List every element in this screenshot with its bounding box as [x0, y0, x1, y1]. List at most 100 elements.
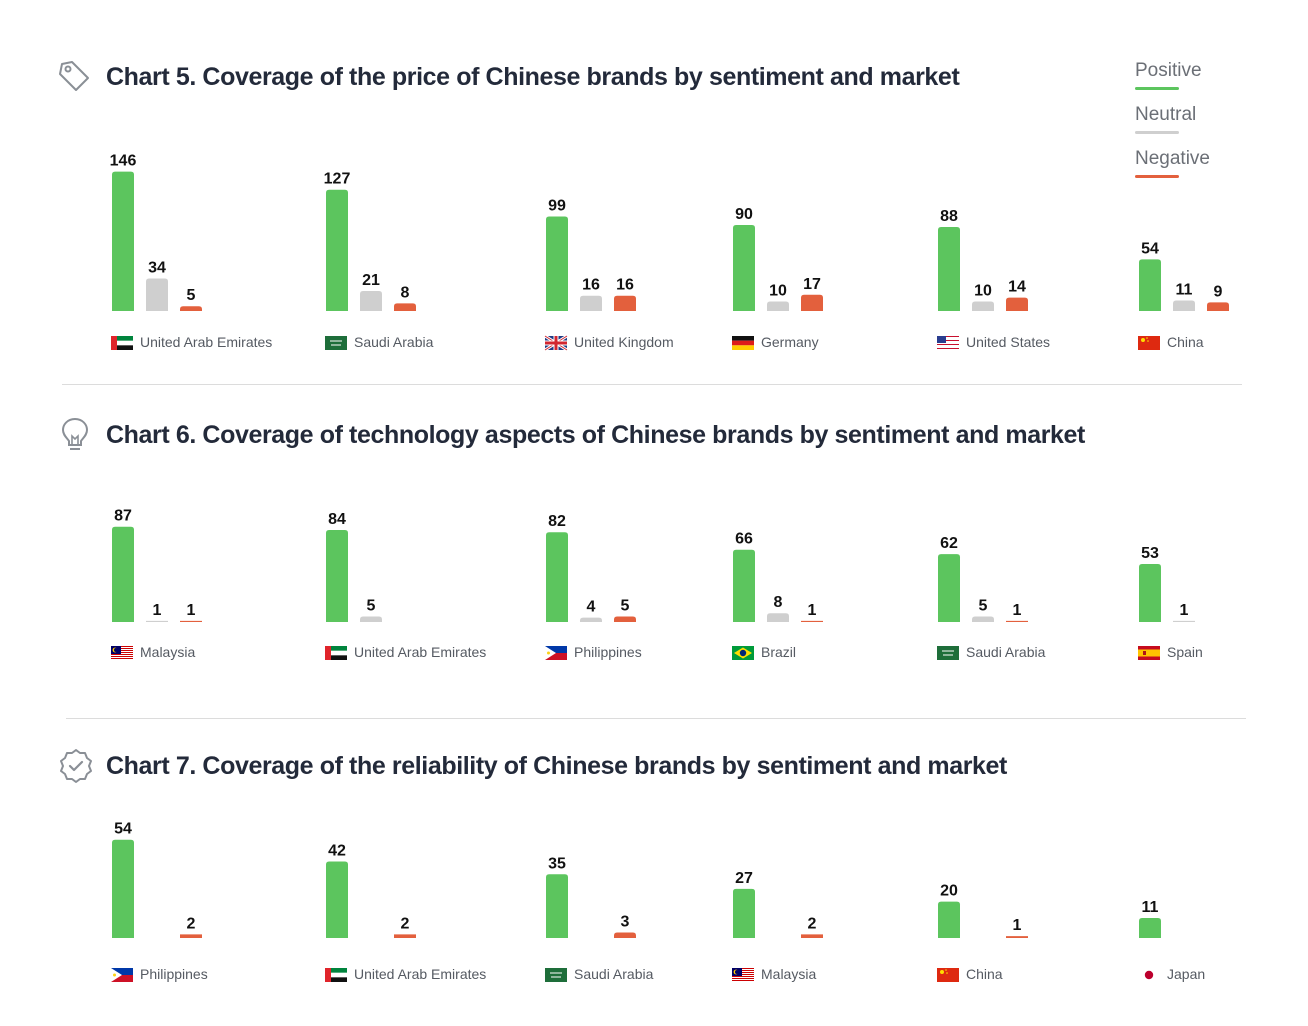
- bar-neutral-malaysia: [146, 620, 168, 622]
- bar-positive-philippines: [112, 839, 134, 938]
- bar-positive-china: [938, 901, 960, 938]
- bar-negative-philippines: [614, 616, 636, 622]
- category-label: United Arab Emirates: [140, 334, 272, 350]
- data-label: 1: [1180, 602, 1189, 619]
- category-label: Brazil: [761, 644, 796, 660]
- data-label: 35: [548, 855, 566, 872]
- bar-neutral-united-states: [972, 301, 994, 311]
- bar-negative-malaysia: [180, 620, 202, 622]
- bar-neutral-united-kingdom: [580, 295, 602, 311]
- bar-negative-china: [1207, 302, 1229, 311]
- bar-negative-philippines: [180, 934, 202, 938]
- japan-flag-icon: [1138, 968, 1160, 982]
- bar-negative-brazil: [801, 620, 823, 622]
- bar-negative-united-kingdom: [614, 295, 636, 311]
- award-badge-icon: [57, 747, 95, 790]
- legend-swatch-neutral: [1135, 131, 1179, 134]
- data-label: 42: [328, 843, 346, 860]
- category-label: Germany: [761, 334, 819, 350]
- data-label: 8: [401, 284, 410, 301]
- data-label: 82: [548, 513, 566, 530]
- germany-flag-icon: [732, 336, 754, 350]
- bar-negative-united-arab-emirates: [394, 934, 416, 938]
- china-flag-icon: [1138, 336, 1160, 350]
- malaysia-flag-icon: [732, 968, 754, 982]
- legend-label: Negative: [1135, 148, 1210, 169]
- section-divider: [66, 718, 1246, 719]
- category-label: Malaysia: [140, 644, 195, 660]
- brazil-flag-icon: [732, 646, 754, 660]
- data-label: 16: [616, 277, 634, 294]
- data-label: 8: [774, 594, 783, 611]
- category-label: Japan: [1167, 966, 1205, 982]
- bar-positive-japan: [1139, 917, 1161, 938]
- data-label: 53: [1141, 545, 1159, 562]
- bar-neutral-united-arab-emirates: [360, 616, 382, 622]
- category-label: China: [966, 966, 1003, 982]
- bar-negative-germany: [801, 294, 823, 311]
- chart-6-title: Chart 6. Coverage of technology aspects …: [106, 421, 1085, 449]
- data-label: 146: [110, 153, 137, 170]
- chart-5-bars: 146 34 5 United Arab Emirates 127 21 8 Saudi Ar…: [110, 153, 1229, 352]
- uae-flag-icon: [325, 968, 347, 982]
- category-label: United States: [966, 334, 1050, 350]
- category-label: Saudi Arabia: [966, 644, 1046, 660]
- data-label: 10: [769, 282, 787, 299]
- bar-positive-malaysia: [112, 526, 134, 622]
- chart-7-title: Chart 7. Coverage of the reliability of …: [106, 752, 1007, 780]
- category-label: Spain: [1167, 644, 1203, 660]
- data-label: 54: [114, 821, 132, 838]
- data-label: 34: [148, 260, 166, 277]
- data-label: 62: [940, 535, 958, 552]
- bar-negative-saudi-arabia: [394, 303, 416, 311]
- data-label: 1: [808, 602, 817, 619]
- category-label: Saudi Arabia: [354, 334, 434, 350]
- philippines-flag-icon: [111, 968, 133, 982]
- bar-negative-united-arab-emirates: [180, 306, 202, 311]
- data-label: 1: [1013, 917, 1022, 934]
- data-label: 88: [940, 208, 958, 225]
- bar-positive-saudi-arabia: [326, 189, 348, 311]
- bar-positive-china: [1139, 259, 1161, 311]
- lightbulb-icon: [60, 416, 90, 459]
- section-divider: [62, 384, 1242, 385]
- legend-swatch-positive: [1135, 87, 1179, 90]
- bar-neutral-philippines: [580, 617, 602, 622]
- data-label: 66: [735, 531, 753, 548]
- data-label: 16: [582, 277, 600, 294]
- bar-positive-philippines: [546, 532, 568, 622]
- bar-neutral-china: [1173, 300, 1195, 311]
- data-label: 1: [153, 602, 162, 619]
- legend-item-neutral: Neutral: [1135, 104, 1210, 148]
- data-label: 17: [803, 276, 821, 293]
- data-label: 84: [328, 511, 346, 528]
- data-label: 11: [1142, 899, 1159, 916]
- data-label: 21: [362, 272, 380, 289]
- legend: Positive Neutral Negative: [1135, 60, 1210, 192]
- china-flag-icon: [937, 968, 959, 982]
- saudi-flag-icon: [325, 336, 347, 350]
- bar-neutral-united-arab-emirates: [146, 278, 168, 311]
- spain-flag-icon: [1138, 646, 1160, 660]
- data-label: 5: [187, 287, 196, 304]
- chart-6-bars: 87 1 1 Malaysia 84 5 United Arab Emirates 82 4 5 P…: [111, 508, 1203, 660]
- bar-positive-malaysia: [733, 888, 755, 938]
- bar-positive-united-kingdom: [546, 216, 568, 311]
- data-label: 5: [979, 598, 988, 615]
- data-label: 99: [548, 197, 566, 214]
- bar-negative-saudi-arabia: [1006, 620, 1028, 622]
- data-label: 87: [114, 508, 132, 525]
- data-label: 5: [621, 598, 630, 615]
- category-label: Saudi Arabia: [574, 966, 654, 982]
- data-label: 14: [1008, 279, 1026, 296]
- bar-positive-united-arab-emirates: [326, 861, 348, 938]
- category-label: Malaysia: [761, 966, 816, 982]
- category-label: Philippines: [140, 966, 208, 982]
- data-label: 90: [735, 206, 753, 223]
- data-label: 11: [1176, 281, 1193, 298]
- data-label: 2: [187, 915, 196, 932]
- legend-label: Neutral: [1135, 104, 1197, 125]
- category-label: United Kingdom: [574, 334, 674, 350]
- data-label: 20: [940, 883, 958, 900]
